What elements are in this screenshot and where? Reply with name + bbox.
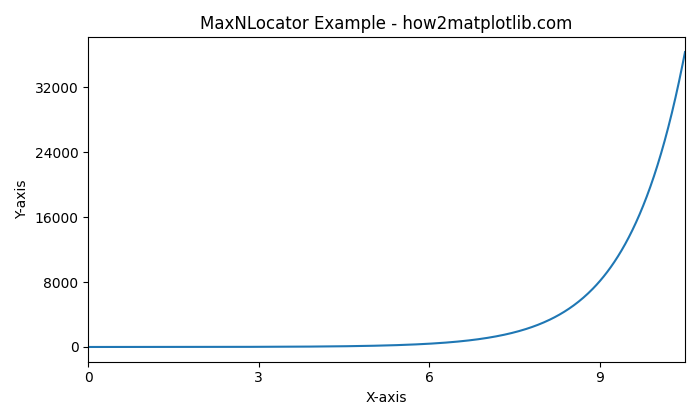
Title: MaxNLocator Example - how2matplotlib.com: MaxNLocator Example - how2matplotlib.com [200, 15, 573, 33]
Y-axis label: Y-axis: Y-axis [15, 180, 29, 219]
X-axis label: X-axis: X-axis [366, 391, 407, 405]
